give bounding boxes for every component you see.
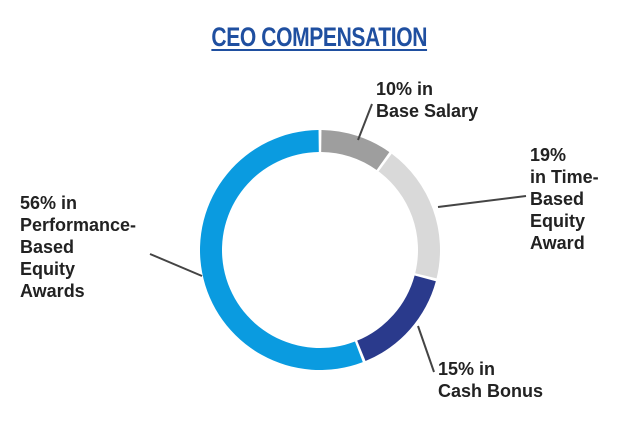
donut-slice-cash-bonus (357, 275, 436, 362)
slice-label-line: Based (20, 237, 75, 257)
chart-title-text: CEO COMPENSATION (211, 22, 428, 52)
slice-label-cash-bonus: 15% in Cash Bonus (438, 358, 543, 402)
slice-label-time-based-equity: 19% in Time- Based Equity Award (530, 144, 599, 254)
donut-slice-performance-based-equity (200, 130, 363, 370)
slice-label-line: 10% in (376, 79, 434, 99)
slice-label-line: 15% in (438, 359, 496, 379)
leader-line-base-salary (357, 103, 373, 141)
slice-label-line: Awards (20, 281, 85, 301)
slice-label-line: Based (530, 189, 585, 209)
leader-lines (149, 103, 527, 373)
slice-label-line: Base Salary (376, 101, 479, 121)
slice-label-line: in Time- (530, 167, 599, 187)
leader-line-cash-bonus (417, 325, 435, 373)
slice-label-performance-based-equity: 56% in Performance- Based Equity Awards (20, 192, 136, 302)
slice-label-line: Award (530, 233, 585, 253)
chart-title: CEO COMPENSATION (70, 22, 568, 53)
slice-label-line: 56% in (20, 193, 78, 213)
donut-slice-base-salary (321, 130, 390, 171)
donut-slice-time-based-equity (378, 153, 440, 279)
leader-line-time-based-equity (437, 195, 527, 208)
slice-label-line: Equity (530, 211, 586, 231)
slice-label-base-salary: 10% in Base Salary (376, 78, 478, 122)
leader-line-performance-based-equity (149, 253, 203, 277)
slice-label-line: Cash Bonus (438, 381, 544, 401)
slice-label-line: 19% (530, 145, 567, 165)
slice-label-line: Performance- (20, 215, 137, 235)
slice-label-line: Equity (20, 259, 76, 279)
donut-slices (200, 130, 440, 370)
